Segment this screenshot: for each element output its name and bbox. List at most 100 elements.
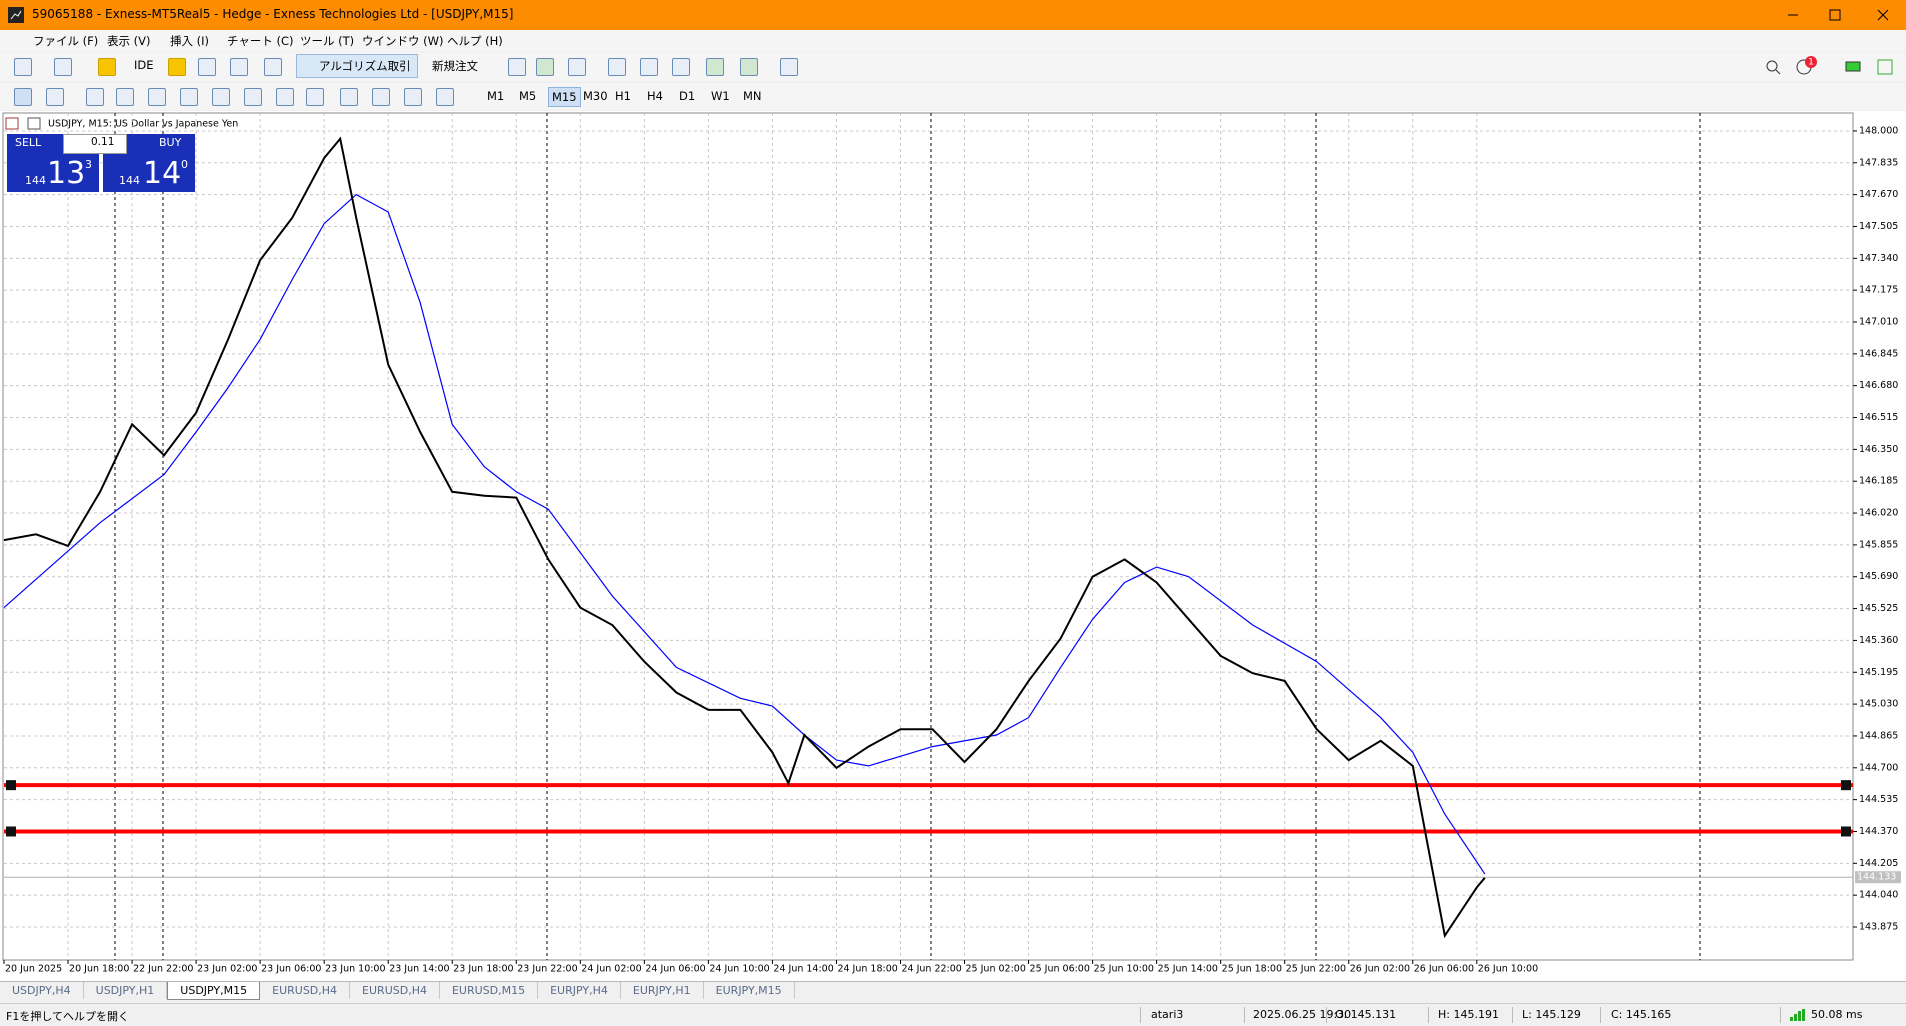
y-tick-label: 144.700 [1859, 762, 1898, 773]
title-bar: 59065188 - Exness-MT5Real5 - Hedge - Exn… [0, 0, 1906, 30]
chart-tab[interactable]: EURUSD,H4 [260, 982, 351, 999]
y-tick-label: 147.835 [1859, 157, 1898, 168]
buy-button[interactable]: BUY [159, 136, 182, 149]
chart-tab[interactable]: EURJPY,M15 [704, 982, 795, 999]
x-tick-label: 25 Jun 18:00 [1222, 964, 1282, 975]
chart-window: USDJPY, M15: US Dollar vs Japanese Yen 1… [0, 111, 1906, 981]
y-tick-label: 144.535 [1859, 794, 1898, 805]
chart-tab[interactable]: USDJPY,H1 [84, 982, 168, 999]
window-title: 59065188 - Exness-MT5Real5 - Hedge - Exn… [32, 7, 514, 21]
menu-item[interactable]: ファイル (F) [33, 34, 99, 48]
timeframe-button[interactable]: H4 [647, 89, 663, 103]
y-tick-label: 145.690 [1859, 571, 1898, 582]
sell-button[interactable]: SELL [15, 136, 42, 149]
x-tick-label: 20 Jun 18:00 [69, 964, 129, 975]
y-tick-label: 145.360 [1859, 635, 1898, 646]
y-tick-label: 146.680 [1859, 380, 1898, 391]
line-handle [6, 780, 16, 791]
ask-big: 144 [119, 174, 140, 187]
y-tick-label: 147.670 [1859, 189, 1898, 200]
y-tick-label: 147.010 [1859, 317, 1898, 328]
x-tick-label: 23 Jun 02:00 [197, 964, 257, 975]
y-tick-label: 144.370 [1859, 826, 1898, 837]
main-toolbar: IDE アルゴリズム取引 新規注文 1 [0, 52, 1906, 81]
signal-icon [1790, 1009, 1805, 1021]
menu-item[interactable]: 挿入 (I) [170, 34, 210, 48]
y-tick-label: 145.855 [1859, 539, 1898, 550]
x-tick-label: 24 Jun 06:00 [645, 964, 705, 975]
window-controls[interactable] [1780, 0, 1906, 30]
ask-small: 0 [181, 158, 188, 171]
bar-high: H: 145.191 [1438, 1008, 1499, 1021]
profile: atari3 [1151, 1008, 1184, 1021]
menu-item[interactable]: ウインドウ (W) [362, 34, 444, 48]
timeframe-button[interactable]: MN [743, 89, 762, 103]
menu-bar: ファイル (F) 表示 (V) 挿入 (I) チャート (C) ツール (T) ウインドウ… [0, 30, 1906, 51]
timeframe-button[interactable]: D1 [679, 89, 696, 103]
bid-big: 144 [25, 174, 46, 187]
line-handle [1841, 780, 1851, 791]
bar-low: L: 145.129 [1522, 1008, 1581, 1021]
x-tick-label: 26 Jun 02:00 [1350, 964, 1410, 975]
timeframe-button[interactable]: H1 [615, 89, 631, 103]
menu-item[interactable]: ヘルプ (H) [447, 34, 503, 48]
x-tick-label: 23 Jun 22:00 [517, 964, 577, 975]
chart: USDJPY, M15: US Dollar vs Japanese Yen 1… [2, 112, 1901, 975]
timeframe-button[interactable]: M15 [548, 87, 581, 107]
drawing-toolbar: M1 M5 M15 M30 H1 H4 D1 W1 MN [0, 83, 1906, 110]
y-tick-label: 145.195 [1859, 667, 1898, 678]
timeframe-button[interactable]: M5 [519, 89, 537, 103]
x-tick-label: 20 Jun 2025 [5, 964, 62, 975]
chart-tab[interactable]: EURUSD,M15 [440, 982, 539, 999]
chart-icon [27, 117, 41, 130]
new-order-button[interactable]: 新規注文 [432, 59, 478, 73]
y-tick-label: 146.020 [1859, 508, 1898, 519]
y-tick-label: 146.845 [1859, 348, 1898, 359]
bid-small: 3 [85, 158, 92, 171]
volume-input[interactable]: 0.11 [91, 136, 115, 148]
menu-item[interactable]: ツール (T) [300, 34, 355, 48]
chart-tab[interactable]: EURJPY,H1 [621, 982, 704, 999]
chart-tab[interactable]: EURUSD,H4 [350, 982, 440, 999]
chart-tab[interactable]: USDJPY,M15 [167, 982, 261, 1000]
chart-tab[interactable]: USDJPY,H4 [0, 982, 84, 999]
y-tick-label: 146.515 [1859, 412, 1898, 423]
y-tick-label: 148.000 [1859, 125, 1898, 136]
timeframe-button[interactable]: W1 [711, 89, 730, 103]
y-tick-label: 143.875 [1859, 922, 1898, 933]
y-tick-label: 146.185 [1859, 476, 1898, 487]
x-tick-label: 25 Jun 22:00 [1286, 964, 1346, 975]
y-tick-label: 145.030 [1859, 699, 1898, 710]
price-line [3, 136, 1486, 939]
bar-close: C: 145.165 [1611, 1008, 1672, 1021]
y-tick-label: 146.350 [1859, 444, 1898, 455]
help-text: F1を押してヘルプを開く [6, 1010, 129, 1023]
current-price-box [1855, 871, 1901, 884]
y-tick-label: 144.040 [1859, 890, 1898, 901]
timeframe-button[interactable]: M30 [583, 89, 608, 103]
x-tick-label: 24 Jun 18:00 [837, 964, 897, 975]
chart-header: USDJPY, M15: US Dollar vs Japanese Yen [48, 119, 238, 130]
moving-average [3, 193, 1486, 875]
x-tick-label: 22 Jun 22:00 [133, 964, 193, 975]
y-tick-label: 144.865 [1859, 730, 1898, 741]
x-tick-label: 24 Jun 10:00 [709, 964, 769, 975]
menu-item[interactable]: 表示 (V) [107, 34, 151, 48]
timeframe-button[interactable]: M1 [487, 89, 505, 103]
x-tick-label: 24 Jun 22:00 [901, 964, 961, 975]
y-tick-label: 147.175 [1859, 285, 1898, 296]
ide-button[interactable]: IDE [134, 58, 154, 72]
status-bar: F1を押してヘルプを開く atari3 2025.06.25 19:30 O: … [0, 1003, 1906, 1026]
right-icons[interactable]: 1 [1760, 56, 1900, 78]
chart-tab[interactable]: EURJPY,H4 [538, 982, 621, 999]
app-icon [8, 7, 24, 23]
algo-trading-button[interactable]: アルゴリズム取引 [296, 54, 418, 78]
current-price-label: 144.133 [1857, 872, 1896, 883]
line-handle [1841, 826, 1851, 837]
plot-frame [2, 112, 1854, 961]
x-tick-label: 25 Jun 06:00 [1030, 964, 1090, 975]
notification-badge: 1 [1808, 58, 1814, 68]
menu-item[interactable]: チャート (C) [227, 34, 294, 48]
x-tick-label: 23 Jun 14:00 [389, 964, 449, 975]
